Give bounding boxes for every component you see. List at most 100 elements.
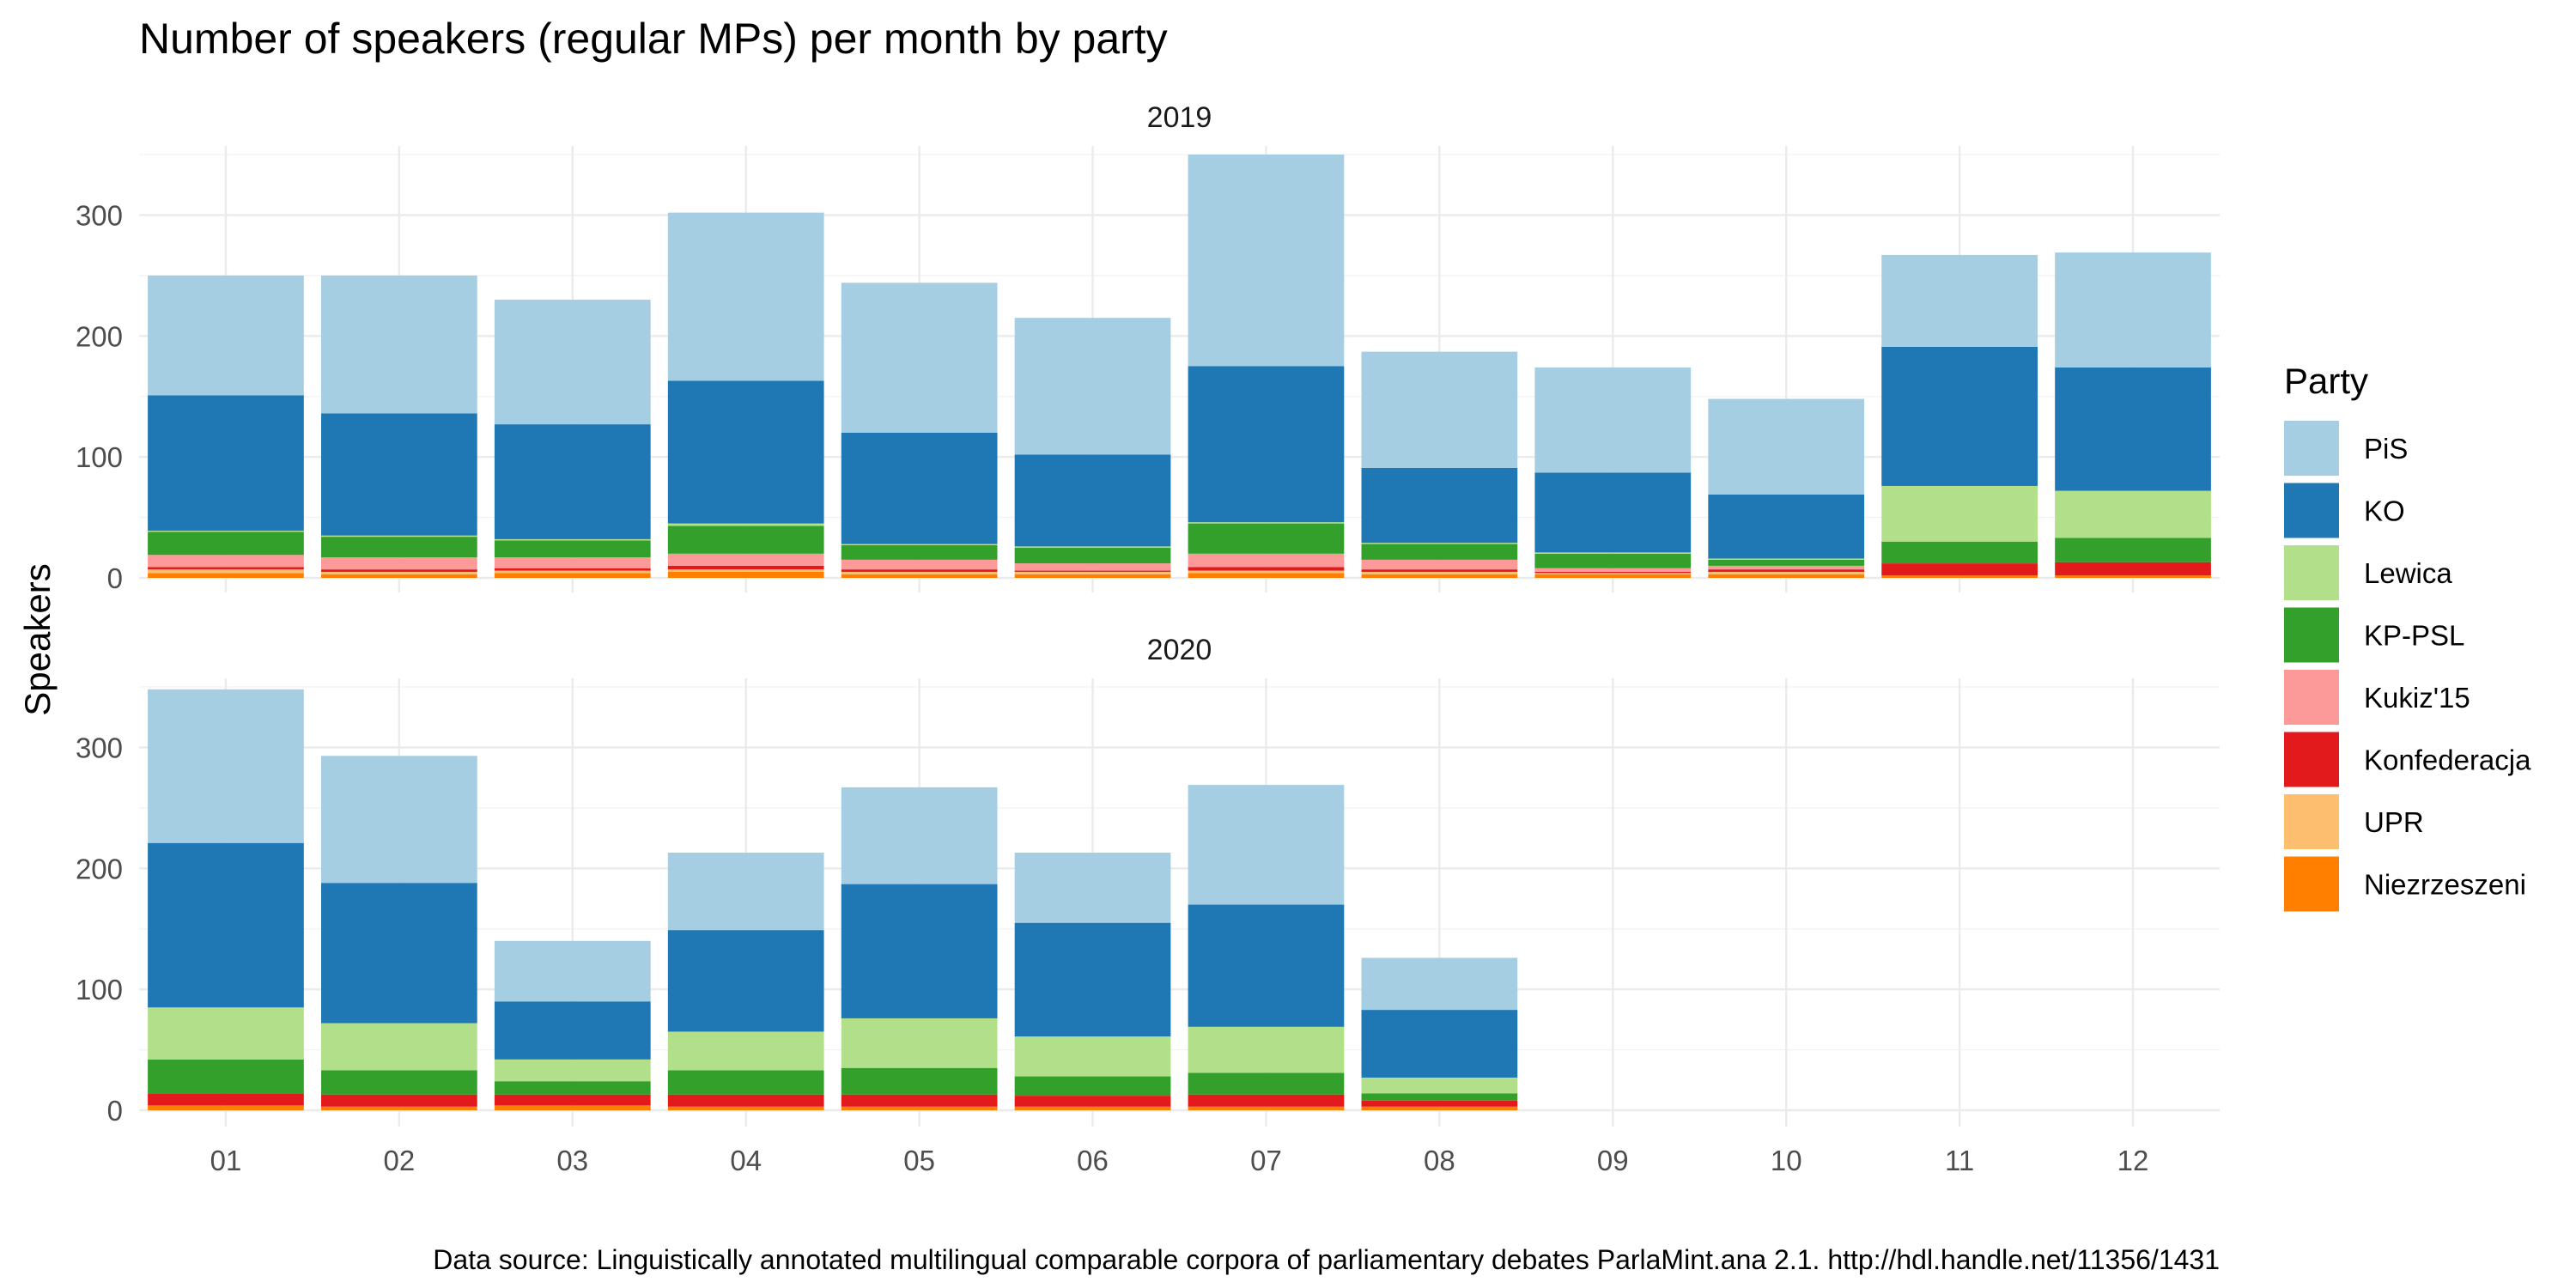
bar-konfederacja-2020-01 xyxy=(148,1093,304,1106)
chart-title: Number of speakers (regular MPs) per mon… xyxy=(139,15,1168,63)
x-tick-label: 11 xyxy=(1945,1145,1974,1176)
bar-pis-2019-05 xyxy=(841,283,998,433)
bar-kp-psl-2019-03 xyxy=(494,540,651,558)
x-tick-label: 01 xyxy=(210,1145,242,1176)
bar-pis-2019-07 xyxy=(1188,155,1345,367)
bar-konfederacja-2019-05 xyxy=(841,569,998,572)
bar-niezrzeszeni-2020-04 xyxy=(667,1106,824,1110)
bar-ko-2020-05 xyxy=(841,884,998,1018)
bar-kp-psl-2019-11 xyxy=(1881,541,2038,564)
bar-konfederacja-2020-07 xyxy=(1188,1094,1345,1107)
y-tick-label: 100 xyxy=(76,974,123,1005)
bar-lewica-2020-05 xyxy=(841,1018,998,1068)
bar-pis-2020-04 xyxy=(667,852,824,931)
bar-pis-2019-06 xyxy=(1014,318,1171,455)
bar-ko-2019-08 xyxy=(1361,467,1518,544)
bar-ko-2020-06 xyxy=(1014,922,1171,1037)
bar-kukiz-15-2019-06 xyxy=(1014,563,1171,571)
bar-konfederacja-2019-02 xyxy=(321,569,477,572)
bar-lewica-2019-07 xyxy=(1188,522,1345,524)
legend-swatch-ko xyxy=(2284,483,2339,538)
bar-kp-psl-2020-02 xyxy=(321,1070,477,1095)
bar-konfederacja-2019-03 xyxy=(494,568,651,571)
data-source-caption: Data source: Linguistically annotated mu… xyxy=(433,1244,2220,1275)
x-tick-label: 09 xyxy=(1597,1145,1629,1176)
y-axis-label: Speakers xyxy=(17,563,58,715)
bar-kukiz-15-2019-08 xyxy=(1361,559,1518,570)
bar-upr-2019-07 xyxy=(1188,570,1345,574)
bar-konfederacja-2020-03 xyxy=(494,1094,651,1106)
facet-panel-2020: 2020 0 100 200 300 xyxy=(76,634,2220,1127)
bar-niezrzeszeni-2020-07 xyxy=(1188,1106,1345,1110)
bar-niezrzeszeni-2019-12 xyxy=(2055,575,2211,578)
bar-kp-psl-2020-06 xyxy=(1014,1076,1171,1097)
bar-pis-2020-08 xyxy=(1361,957,1518,1011)
bar-upr-2019-08 xyxy=(1361,571,1518,574)
bar-pis-2020-01 xyxy=(148,689,304,843)
bar-ko-2019-04 xyxy=(667,380,824,524)
bar-ko-2019-12 xyxy=(2055,367,2211,491)
bar-niezrzeszeni-2019-05 xyxy=(841,574,998,578)
bar-lewica-2019-04 xyxy=(667,523,824,526)
bar-niezrzeszeni-2020-05 xyxy=(841,1106,998,1110)
bar-upr-2019-09 xyxy=(1534,573,1692,574)
legend-swatch-lewica xyxy=(2284,545,2339,600)
y-tick-label: 0 xyxy=(107,1095,123,1127)
bar-kp-psl-2019-07 xyxy=(1188,523,1345,554)
legend-swatch-pis xyxy=(2284,421,2339,476)
bar-konfederacja-2020-06 xyxy=(1014,1096,1171,1107)
bar-konfederacja-2019-09 xyxy=(1534,571,1692,574)
legend-label-kukiz-15: Kukiz'15 xyxy=(2364,682,2470,714)
bar-konfederacja-2019-01 xyxy=(148,567,304,570)
legend-label-pis: PiS xyxy=(2364,433,2408,465)
legend-swatch-konfederacja xyxy=(2284,732,2339,787)
bar-lewica-2020-08 xyxy=(1361,1077,1518,1094)
bar-ko-2019-11 xyxy=(1881,346,2038,486)
legend: Party PiS KO Lewica KP-PSL Kukiz'15 Konfedera… xyxy=(2284,361,2531,912)
bar-lewica-2019-02 xyxy=(321,535,477,538)
x-tick-label: 12 xyxy=(2117,1145,2149,1176)
bar-ko-2019-09 xyxy=(1534,472,1692,553)
x-tick-label: 05 xyxy=(903,1145,935,1176)
bar-ko-2020-08 xyxy=(1361,1010,1518,1078)
bar-konfederacja-2020-04 xyxy=(667,1094,824,1107)
x-tick-label: 04 xyxy=(730,1145,762,1176)
bar-kp-psl-2019-08 xyxy=(1361,544,1518,560)
bar-upr-2019-05 xyxy=(841,571,998,574)
bar-konfederacja-2019-11 xyxy=(1881,563,2038,576)
x-tick-label: 03 xyxy=(556,1145,588,1176)
bar-niezrzeszeni-2020-03 xyxy=(494,1105,651,1110)
bar-niezrzeszeni-2019-06 xyxy=(1014,574,1171,578)
x-axis-ticks: 01 02 03 04 05 06 07 08 09 10 11 12 xyxy=(210,1145,2149,1176)
bar-kp-psl-2020-05 xyxy=(841,1067,998,1095)
bar-lewica-2019-12 xyxy=(2055,490,2211,538)
x-tick-label: 02 xyxy=(384,1145,416,1176)
bar-konfederacja-2020-05 xyxy=(841,1094,998,1107)
bar-pis-2019-08 xyxy=(1361,351,1518,468)
bar-kp-psl-2020-04 xyxy=(667,1070,824,1095)
legend-label-konfederacja: Konfederacja xyxy=(2364,744,2531,776)
bar-kukiz-15-2019-07 xyxy=(1188,553,1345,568)
bar-niezrzeszeni-2019-11 xyxy=(1881,575,2038,578)
bar-kp-psl-2019-10 xyxy=(1708,559,1865,566)
bar-kp-psl-2019-05 xyxy=(841,544,998,560)
bar-ko-2020-07 xyxy=(1188,904,1345,1027)
bar-ko-2019-03 xyxy=(494,424,651,539)
bar-niezrzeszeni-2019-09 xyxy=(1534,574,1692,578)
bar-upr-2019-03 xyxy=(494,570,651,574)
legend-label-kp-psl: KP-PSL xyxy=(2364,620,2464,652)
bar-niezrzeszeni-2019-04 xyxy=(667,571,824,578)
bar-pis-2019-12 xyxy=(2055,252,2211,368)
bar-konfederacja-2020-08 xyxy=(1361,1100,1518,1107)
bar-kp-psl-2019-01 xyxy=(148,532,304,556)
y-tick-label: 100 xyxy=(76,441,123,473)
bar-kukiz-15-2019-09 xyxy=(1534,568,1692,572)
bar-lewica-2020-03 xyxy=(494,1059,651,1082)
bar-kp-psl-2020-07 xyxy=(1188,1072,1345,1095)
bar-lewica-2019-10 xyxy=(1708,558,1865,560)
bar-upr-2019-10 xyxy=(1708,571,1865,574)
bar-pis-2019-10 xyxy=(1708,398,1865,495)
bar-lewica-2020-02 xyxy=(321,1023,477,1071)
bar-upr-2019-04 xyxy=(667,569,824,572)
x-tick-label: 06 xyxy=(1077,1145,1109,1176)
